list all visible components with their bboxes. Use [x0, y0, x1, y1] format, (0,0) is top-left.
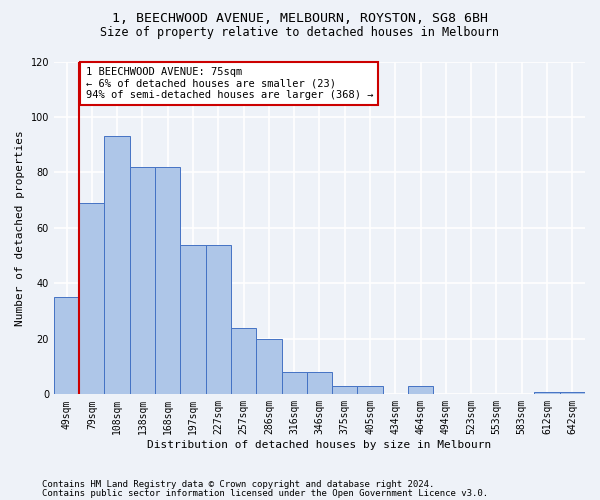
Bar [408, 386, 433, 394]
Text: Contains public sector information licensed under the Open Government Licence v3: Contains public sector information licen… [42, 488, 488, 498]
Bar [79, 203, 104, 394]
Text: 1, BEECHWOOD AVENUE, MELBOURN, ROYSTON, SG8 6BH: 1, BEECHWOOD AVENUE, MELBOURN, ROYSTON, … [112, 12, 488, 26]
X-axis label: Distribution of detached houses by size in Melbourn: Distribution of detached houses by size … [148, 440, 491, 450]
Bar [54, 298, 79, 394]
Text: Size of property relative to detached houses in Melbourn: Size of property relative to detached ho… [101, 26, 499, 39]
Bar [332, 386, 358, 394]
Text: Contains HM Land Registry data © Crown copyright and database right 2024.: Contains HM Land Registry data © Crown c… [42, 480, 434, 489]
Bar [281, 372, 307, 394]
Text: 1 BEECHWOOD AVENUE: 75sqm
← 6% of detached houses are smaller (23)
94% of semi-d: 1 BEECHWOOD AVENUE: 75sqm ← 6% of detach… [86, 67, 373, 100]
Bar [307, 372, 332, 394]
Bar [130, 167, 155, 394]
Bar [181, 244, 206, 394]
Bar [104, 136, 130, 394]
Bar [256, 339, 281, 394]
Bar [155, 167, 181, 394]
Bar [206, 244, 231, 394]
Y-axis label: Number of detached properties: Number of detached properties [15, 130, 25, 326]
Bar [560, 392, 585, 394]
Bar [231, 328, 256, 394]
Bar [358, 386, 383, 394]
Bar [535, 392, 560, 394]
